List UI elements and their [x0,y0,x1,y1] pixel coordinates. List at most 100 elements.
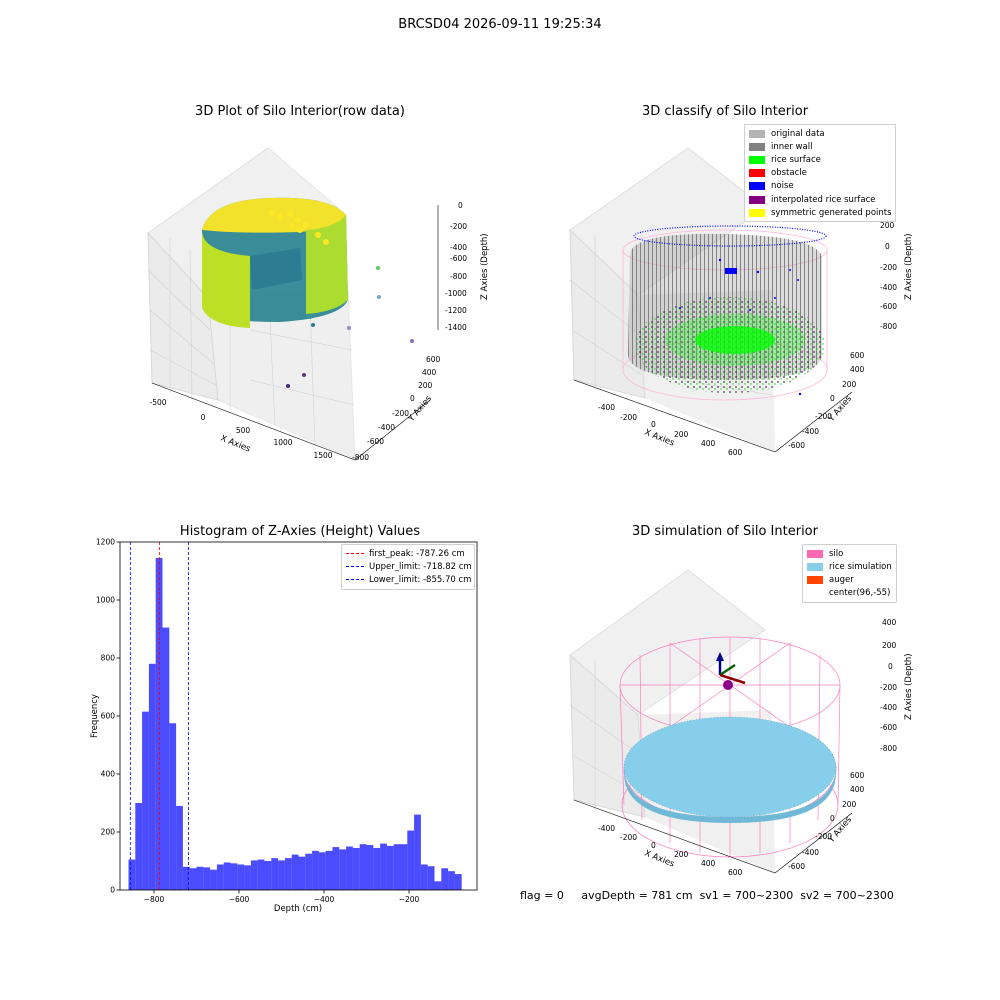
y-tick: -600 [788,441,805,450]
z-tick: -800 [450,272,467,281]
z-tick: -200 [450,222,467,231]
simulation-3d-plot: -400 -200 0 200 400 600 -600 -400 -200 0… [569,569,914,877]
y-tick-label: 800 [101,654,116,663]
x-axis-label: X Axies [643,849,676,870]
legend-item: inner wall [749,140,891,153]
histogram-bar [278,860,285,890]
histogram-bar [298,856,306,890]
z-tick: 0 [888,662,893,671]
legend-item: first_peak: -787.26 cm [346,547,470,560]
histogram-bar [182,866,190,890]
x-tick: -400 [598,403,615,412]
histogram-bar [305,853,313,890]
legend-item: interpolated rice surface [749,193,891,206]
histogram-bar [237,864,245,890]
histogram-bar [427,866,435,890]
y-tick: 400 [422,368,437,377]
y-tick: -400 [378,423,395,432]
y-tick: 400 [850,365,865,374]
histogram-bar [332,847,340,890]
histogram-bar [210,869,217,890]
z-axis-label: Z Axies (Depth) [904,653,914,720]
histogram-bar [223,862,231,890]
histogram-bar [386,845,394,890]
histogram-bar [284,858,292,890]
y-axis-label: Frequency [90,694,100,738]
z-tick: -400 [880,703,897,712]
simulation-legend: silo rice simulation auger center(96,-55… [802,544,897,603]
y-tick-label: 1200 [96,538,115,547]
x-tick: -200 [620,833,637,842]
histogram-reference-lines [129,542,189,890]
raw-silo-points [202,197,348,328]
status-line: flag = 0 avgDepth = 781 cm sv1 = 700~230… [520,889,894,902]
y-tick-label: 200 [101,828,116,837]
histogram-bar [169,723,177,890]
y-tick: -800 [352,453,369,462]
z-axis-label: Z Axies (Depth) [904,233,914,300]
auger-marker [716,652,746,690]
histogram-bar [142,711,149,890]
z-tick: -1400 [445,323,467,332]
sv2-text: sv2 = 700~2300 [800,889,894,902]
histogram-bar [400,844,408,890]
y-tick: 0 [830,814,835,823]
x-tick: 500 [236,426,251,435]
histogram-bar [291,854,299,890]
z-tick: -1200 [445,306,467,315]
x-tick: 200 [674,430,689,439]
sv1-text: sv1 = 700~2300 [699,889,794,902]
y-tick: -400 [802,427,819,436]
raw-3d-plot: -500 0 500 1000 1500 -800 -600 -400 -200… [147,147,490,462]
x-tick: 400 [701,859,716,868]
legend-item: auger [807,573,892,586]
x-tick: -400 [598,824,615,833]
raw-plot-title: 3D Plot of Silo Interior(row data) [195,104,405,119]
x-tick: 1500 [313,451,332,460]
histogram-bar [176,805,183,890]
x-tick-label: −200 [399,895,420,904]
z-tick: -600 [880,302,897,311]
z-tick: -800 [880,322,897,331]
x-tick: 600 [728,448,743,457]
z-axis-label: Z Axies (Depth) [480,233,490,300]
x-tick: 0 [201,413,206,422]
legend-item: rice surface [749,153,891,166]
y-tick-label: 0 [110,886,115,895]
y-tick-label: 400 [101,770,116,779]
histogram-bar [230,863,238,890]
histogram-bar [434,881,442,890]
y-tick: 600 [426,355,441,364]
histogram-bar [257,859,265,890]
x-tick: 200 [674,850,689,859]
z-tick: -400 [880,283,897,292]
z-tick: 0 [458,201,463,210]
y-tick: -600 [788,862,805,871]
legend-item: obstacle [749,167,891,180]
histogram-bar [196,866,204,890]
x-axis-label: X Axies [643,428,676,449]
y-tick: -200 [815,832,832,841]
raw-outlier-points [286,266,414,388]
z-tick: 200 [882,641,897,650]
noise-points [679,258,802,396]
figure-title: BRCSD04 2026-09-11 19:25:34 [398,17,602,32]
histogram-bar [373,847,381,890]
x-tick: -200 [620,413,637,422]
z-tick: -1000 [445,289,467,298]
x-axis-label: Depth (cm) [274,904,322,914]
legend-item: Lower_limit: -855.70 cm [346,573,471,586]
y-tick: 600 [850,351,865,360]
y-tick: 200 [842,380,857,389]
legend-item: rice simulation [807,560,892,573]
legend-item: Upper_limit: -718.82 cm [346,560,472,573]
histogram-bar [325,850,333,890]
y-tick: -400 [802,848,819,857]
y-tick-label: 600 [101,712,116,721]
histogram-bar [135,803,143,890]
histogram-bar [454,874,462,890]
histogram-bar [441,868,449,890]
y-tick: 400 [850,785,865,794]
legend-item: silo [807,547,892,560]
histogram-bar [264,861,272,890]
